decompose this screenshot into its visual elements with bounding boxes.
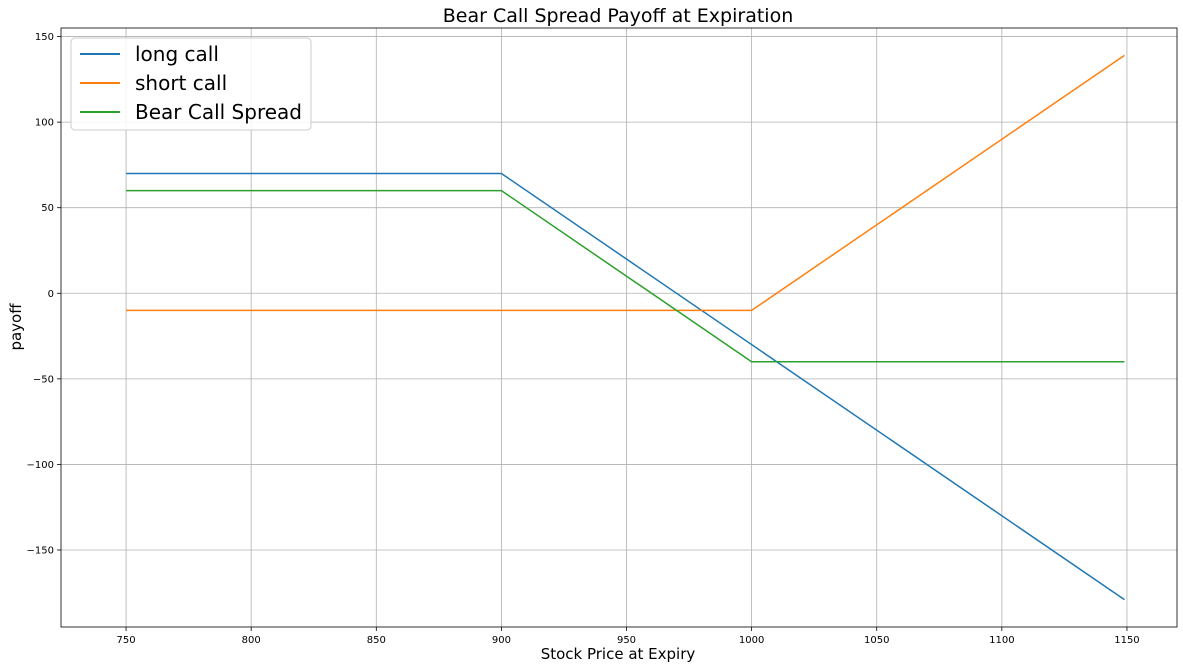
y-tick-label: −100 bbox=[27, 460, 54, 471]
legend: long call short call Bear Call Spread bbox=[70, 37, 312, 131]
legend-label-short-call: short call bbox=[135, 71, 227, 95]
y-axis-title: payoff bbox=[7, 303, 25, 351]
legend-box bbox=[70, 37, 312, 131]
plot-frame bbox=[60, 27, 1178, 628]
x-tick-label: 800 bbox=[242, 635, 261, 646]
x-tick-label: 900 bbox=[492, 635, 511, 646]
grid bbox=[61, 28, 1177, 627]
x-tick-label: 750 bbox=[117, 635, 136, 646]
x-tick-label: 950 bbox=[617, 635, 636, 646]
y-tick-label: −150 bbox=[27, 545, 54, 556]
x-tick-label: 850 bbox=[367, 635, 386, 646]
x-tick-label: 1000 bbox=[739, 635, 764, 646]
y-tick-label: 150 bbox=[35, 32, 54, 43]
y-tick-label: 0 bbox=[48, 289, 54, 300]
y-tick-label: 100 bbox=[35, 118, 54, 129]
series-line-bear-call-spread bbox=[126, 189, 1125, 363]
series-lines bbox=[126, 54, 1125, 601]
legend-label-long-call: long call bbox=[135, 42, 219, 66]
y-tick-label: 50 bbox=[41, 203, 54, 214]
x-tick-label: 1100 bbox=[989, 635, 1014, 646]
series-line-short-call bbox=[126, 54, 1125, 312]
legend-label-bear-call-spread: Bear Call Spread bbox=[135, 100, 302, 124]
chart-title: Bear Call Spread Payoff at Expiration bbox=[443, 5, 794, 27]
x-axis-title: Stock Price at Expiry bbox=[541, 645, 696, 663]
axis-ticks: 750 800 850 900 950 1000 1050 1100 1150 150 100 50 0… bbox=[27, 32, 1140, 646]
y-tick-label: −50 bbox=[33, 374, 54, 385]
series-line-long-call bbox=[126, 172, 1125, 601]
x-tick-label: 1150 bbox=[1114, 635, 1139, 646]
x-tick-label: 1050 bbox=[864, 635, 889, 646]
